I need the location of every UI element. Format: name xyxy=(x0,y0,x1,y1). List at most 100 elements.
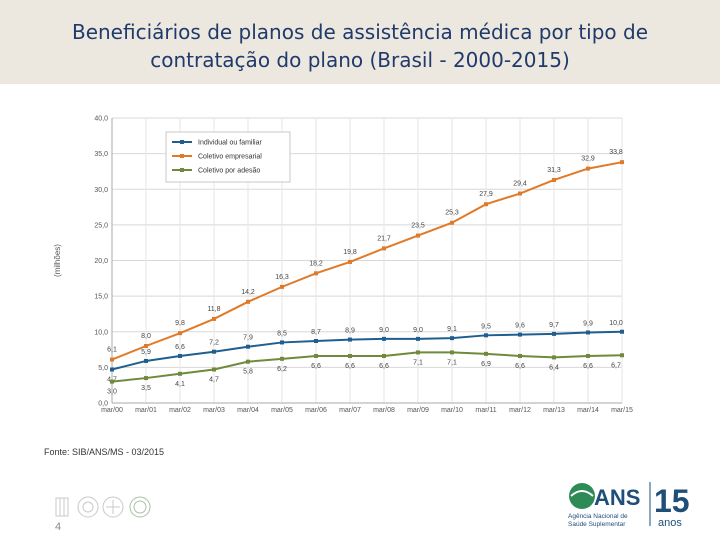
series-line-1 xyxy=(111,161,623,361)
legend-marker xyxy=(180,154,184,158)
source-note: Fonte: SIB/ANS/MS - 03/2015 xyxy=(44,447,165,457)
data-label: 6,6 xyxy=(379,363,389,370)
legend-entry: Coletivo empresarial xyxy=(198,154,262,161)
x-tick-label: mar/06 xyxy=(305,407,327,414)
data-label: 8,5 xyxy=(277,330,287,337)
data-label: 21,7 xyxy=(377,235,391,242)
data-point xyxy=(348,259,352,264)
y-tick-label: 30,0 xyxy=(94,187,108,194)
data-point xyxy=(450,336,454,341)
data-label: 6,4 xyxy=(549,364,559,371)
data-label: 16,3 xyxy=(275,274,289,281)
data-point xyxy=(382,246,386,251)
series-line-2 xyxy=(111,351,623,383)
data-point xyxy=(144,358,148,363)
data-label: 18,2 xyxy=(309,260,323,267)
y-tick-label: 40,0 xyxy=(94,116,108,123)
y-tick-label: 20,0 xyxy=(94,258,108,265)
data-point xyxy=(144,344,148,348)
data-point xyxy=(110,357,114,362)
y-tick-label: 0,0 xyxy=(98,401,108,408)
x-tick-label: mar/08 xyxy=(373,407,395,414)
data-point xyxy=(484,351,488,356)
data-label: 6,6 xyxy=(583,363,593,370)
data-label: 19,8 xyxy=(343,249,357,256)
data-point xyxy=(586,166,590,171)
data-point xyxy=(552,355,556,360)
data-point xyxy=(416,350,420,355)
data-label: 9,9 xyxy=(583,320,593,327)
data-label: 23,5 xyxy=(411,223,425,230)
data-point xyxy=(144,376,148,381)
x-tick-label: mar/01 xyxy=(135,407,157,414)
data-point xyxy=(110,379,114,384)
data-point xyxy=(518,332,522,337)
data-label: 9,6 xyxy=(515,323,525,330)
y-tick-label: 5,0 xyxy=(98,365,108,372)
header-band: Beneficiários de planos de assistência m… xyxy=(0,0,720,84)
data-label: 9,0 xyxy=(413,327,423,334)
data-point xyxy=(348,353,352,358)
data-point xyxy=(552,177,556,182)
data-point xyxy=(552,331,556,336)
data-point xyxy=(314,353,318,358)
ans-logo-name: ANS xyxy=(594,485,640,510)
data-label: 9,8 xyxy=(175,320,185,327)
data-label: 9,7 xyxy=(549,322,559,329)
anniversary-word: anos xyxy=(658,517,682,529)
data-label: 4,7 xyxy=(209,377,219,384)
y-tick-label: 15,0 xyxy=(94,294,108,301)
data-label: 31,3 xyxy=(547,167,561,174)
data-label: 9,1 xyxy=(447,326,457,333)
data-point xyxy=(178,353,182,358)
data-point xyxy=(586,353,590,358)
data-point xyxy=(280,356,284,361)
data-label: 6,9 xyxy=(481,361,491,368)
y-tick-label: 35,0 xyxy=(94,151,108,158)
data-label: 27,9 xyxy=(479,191,493,198)
x-tick-label: mar/14 xyxy=(577,407,599,414)
y-axis-label: (milhões) xyxy=(53,244,62,277)
data-point xyxy=(450,220,454,225)
data-label: 6,6 xyxy=(345,363,355,370)
data-point xyxy=(280,284,284,289)
data-point xyxy=(382,353,386,358)
x-tick-label: mar/00 xyxy=(101,407,123,414)
data-point xyxy=(246,299,250,304)
data-point xyxy=(212,367,216,372)
data-point xyxy=(620,353,624,358)
data-label: 9,0 xyxy=(379,327,389,334)
slide-title: Beneficiários de planos de assistência m… xyxy=(0,18,720,74)
ans-logo: ANS Agência Nacional de Saúde Suplementa… xyxy=(568,482,690,529)
data-label: 6,6 xyxy=(515,363,525,370)
x-tick-label: mar/09 xyxy=(407,407,429,414)
data-point xyxy=(246,359,250,364)
x-tick-label: mar/04 xyxy=(237,407,259,414)
data-point xyxy=(518,191,522,196)
data-label: 8,0 xyxy=(141,333,151,340)
x-tick-label: mar/11 xyxy=(475,407,496,414)
data-label: 25,3 xyxy=(445,210,459,217)
footer-icons xyxy=(55,496,151,518)
x-tick-label: mar/05 xyxy=(271,407,293,414)
title-line-2: contratação do plano (Brasil - 2000-2015… xyxy=(150,48,570,72)
data-label: 8,7 xyxy=(311,329,321,336)
legend-marker xyxy=(180,168,184,172)
data-label: 4,1 xyxy=(175,381,185,388)
x-tick-label: mar/13 xyxy=(543,407,565,414)
data-label: 29,4 xyxy=(513,181,527,188)
data-point xyxy=(314,339,318,344)
data-point xyxy=(484,202,488,207)
data-label: 11,8 xyxy=(207,306,220,313)
ans-logo-subtitle-1: Agência Nacional de xyxy=(568,513,628,520)
legend-entry: Individual ou familiar xyxy=(198,140,262,147)
data-label: 3,0 xyxy=(107,389,117,396)
data-label: 8,9 xyxy=(345,328,355,335)
data-label: 7,1 xyxy=(413,359,423,366)
data-label: 7,1 xyxy=(447,359,457,366)
data-point xyxy=(484,333,488,338)
data-point xyxy=(280,340,284,345)
data-point xyxy=(246,344,250,349)
x-tick-label: mar/15 xyxy=(611,407,633,414)
